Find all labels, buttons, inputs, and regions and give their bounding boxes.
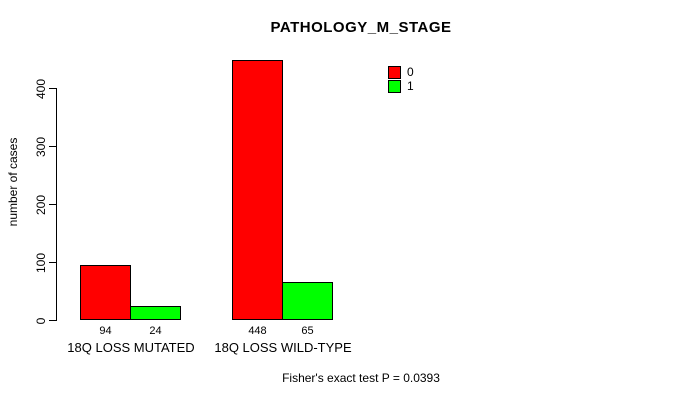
y-tick-mark [49,204,56,205]
y-axis-line [56,88,57,321]
bar-value-label: 448 [248,325,267,337]
legend-swatch-icon [388,80,401,93]
y-tick-mark [49,262,56,263]
category-label: 18Q LOSS MUTATED [67,340,195,355]
y-tick-mark [49,88,56,89]
y-tick-label: 400 [34,78,48,99]
y-tick-label: 200 [34,194,48,215]
bar-series-0 [80,265,131,320]
y-axis-label: number of cases [6,137,20,227]
legend-swatch-icon [388,66,401,79]
bar-series-0 [232,60,283,320]
y-tick-label: 0 [34,317,48,324]
chart-title: PATHOLOGY_M_STAGE [270,19,452,36]
legend-item: 0 [388,66,414,79]
annotation-fishers-test: Fisher's exact test P = 0.0393 [282,371,440,385]
legend-label: 0 [407,65,414,79]
y-tick-label: 300 [34,136,48,157]
legend-label: 1 [407,79,414,93]
bar-series-1 [130,306,181,320]
category-label: 18Q LOSS WILD-TYPE [214,340,352,355]
bar-value-label: 24 [149,325,162,337]
bar-value-label: 65 [301,325,314,337]
bar-value-label: 94 [99,325,112,337]
legend-item: 1 [388,80,414,93]
y-tick-mark [49,320,56,321]
y-tick-label: 100 [34,252,48,273]
y-tick-mark [49,146,56,147]
bar-series-1 [282,282,333,320]
